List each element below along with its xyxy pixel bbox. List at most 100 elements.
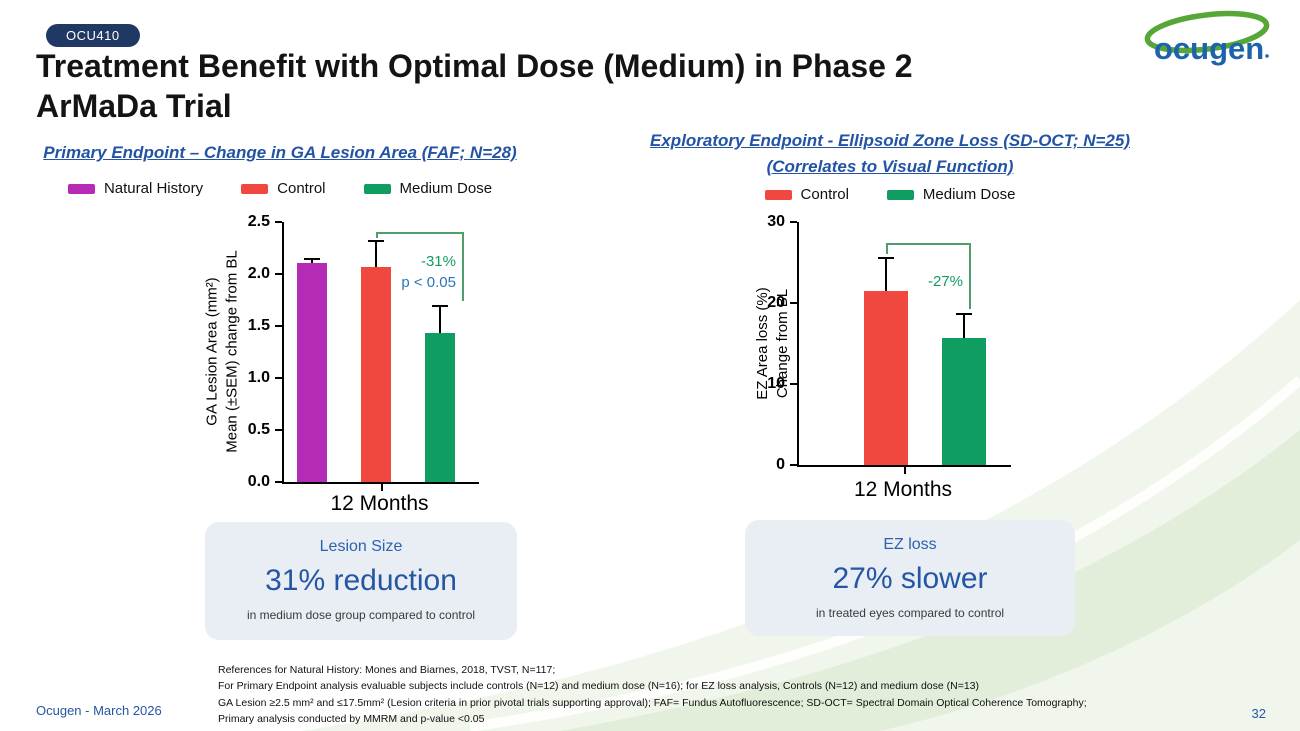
- card-headline: 27% slower: [832, 562, 988, 595]
- card-label: EZ loss: [883, 536, 937, 553]
- slide-title-line1: Treatment Benefit with Optimal Dose (Med…: [36, 48, 913, 84]
- legend-swatch-icon: [764, 189, 792, 200]
- left-panel-heading: Primary Endpoint – Change in GA Lesion A…: [43, 143, 517, 162]
- y-tick-label: 10: [767, 375, 785, 392]
- error-bar-cap: [432, 305, 448, 308]
- logo-swoosh-icon: [1144, 10, 1270, 54]
- left-x-axis-label: 12 Months: [330, 492, 429, 515]
- bar-medium-dose: [425, 333, 455, 482]
- right-panel-heading: Exploratory Endpoint - Ellipsoid Zone Lo…: [650, 128, 1130, 179]
- error-bar-cap: [956, 312, 972, 315]
- y-tick-mark: [790, 221, 797, 223]
- left-y-axis-title: GA Lesion Area (mm²) Mean (±SEM) change f…: [203, 222, 242, 482]
- legend-label: Natural History: [103, 180, 204, 197]
- reference-line: Primary analysis conducted by MMRM and p…: [218, 712, 485, 725]
- comparison-bracket: [886, 243, 969, 246]
- y-tick-mark: [790, 383, 797, 385]
- primary-endpoint-panel: Primary Endpoint – Change in GA Lesion A…: [40, 140, 520, 660]
- y-tick-mark: [275, 377, 282, 379]
- error-bar-cap: [368, 239, 384, 242]
- card-subtext: in treated eyes compared to control: [815, 606, 1005, 620]
- y-tick-label: 2.0: [247, 265, 270, 282]
- bar-natural-history: [297, 262, 327, 482]
- y-tick-label: 0.0: [247, 473, 270, 490]
- logo-trademark-dot: [1265, 54, 1269, 58]
- comparison-bracket-drop: [462, 232, 464, 302]
- logo-wordmark: ocugen: [1154, 31, 1264, 66]
- error-bar: [375, 240, 377, 267]
- legend-swatch-icon: [886, 189, 914, 200]
- annotation-line: -27%: [927, 272, 963, 290]
- legend-item-medium-dose: Medium Dose: [886, 186, 1016, 203]
- bar-medium-dose: [942, 337, 986, 465]
- right-y-axis-title: EZ Area loss (%) Change from BL: [753, 222, 792, 465]
- right-panel-heading-line2: (Correlates to Visual Function): [766, 156, 1014, 176]
- ga-lesion-area-chart: 0.0 0.5 1.0 1.5 2.0 2.5 -31% p < 0.05: [248, 213, 479, 491]
- right-x-axis-label: 12 Months: [853, 478, 953, 501]
- y-tick-mark: [275, 429, 282, 431]
- reference-line: GA Lesion ≥2.5 mm² and ≤17.5mm² (Lesion …: [218, 696, 1087, 709]
- y-tick-label: 0.5: [247, 421, 270, 438]
- legend-swatch-icon: [67, 183, 95, 194]
- legend-label: Control: [277, 180, 326, 197]
- legend-label: Control: [800, 186, 849, 203]
- legend-label: Medium Dose: [399, 180, 493, 197]
- bar-control: [864, 290, 908, 465]
- y-tick-label: 0: [776, 456, 785, 473]
- error-bar-cap: [304, 258, 320, 261]
- comparison-bracket-drop: [886, 243, 888, 254]
- ez-loss-card: EZ loss 27% slower in treated eyes compa…: [745, 520, 1075, 636]
- comparison-bracket: [376, 232, 462, 235]
- y-tick-mark: [275, 481, 282, 483]
- page-number: 32: [1251, 706, 1266, 721]
- legend-item-control: Control: [241, 180, 326, 197]
- y-tick-label: 2.5: [247, 213, 270, 230]
- y-axis-title-line: GA Lesion Area (mm²): [203, 277, 221, 426]
- y-axis-title-line: Change from BL: [773, 288, 791, 399]
- references-block: References for Natural History: Mones an…: [218, 662, 1098, 727]
- legend-item-control: Control: [764, 186, 849, 203]
- lesion-size-card: Lesion Size 31% reduction in medium dose…: [205, 522, 517, 640]
- slide-title: Treatment Benefit with Optimal Dose (Med…: [36, 46, 913, 126]
- reference-line: References for Natural History: Mones an…: [218, 664, 556, 676]
- ez-area-loss-chart: 0 10 20 30 -27%: [767, 213, 1011, 474]
- card-subtext: in medium dose group compared to control: [246, 608, 476, 622]
- y-tick-label: 30: [767, 213, 785, 230]
- bar-control: [361, 266, 391, 482]
- percent-change-label: -31% p < 0.05: [401, 251, 456, 295]
- y-tick-mark: [275, 273, 282, 275]
- y-axis-title-line: Mean (±SEM) change from BL: [223, 250, 240, 453]
- y-tick-mark: [275, 325, 282, 327]
- ocugen-logo: ocugen: [1144, 8, 1274, 75]
- y-tick-mark: [275, 221, 282, 223]
- right-chart-legend: Control Medium Dose: [650, 186, 1130, 203]
- error-bar-cap: [878, 257, 894, 260]
- annotation-line: -31%: [420, 252, 456, 270]
- legend-label: Medium Dose: [922, 186, 1016, 203]
- reference-line: For Primary Endpoint analysis evaluable …: [218, 680, 980, 693]
- card-label: Lesion Size: [319, 538, 403, 555]
- y-tick-label: 1.5: [247, 317, 270, 334]
- y-tick-label: 1.0: [247, 369, 270, 386]
- comparison-bracket-drop: [969, 243, 971, 309]
- legend-item-natural-history: Natural History: [67, 180, 204, 197]
- y-tick-mark: [790, 464, 797, 466]
- right-panel-heading-line1: Exploratory Endpoint - Ellipsoid Zone Lo…: [650, 131, 1130, 150]
- error-bar: [311, 259, 313, 263]
- x-tick-mark: [380, 484, 383, 491]
- percent-change-label: -27%: [928, 271, 963, 293]
- comparison-bracket-drop: [376, 232, 378, 239]
- x-tick-mark: [904, 467, 906, 474]
- y-axis-title-line: EZ Area loss (%): [754, 287, 771, 400]
- slide-title-line2: ArMaDa Trial: [36, 88, 232, 124]
- product-badge: OCU410: [46, 24, 140, 47]
- card-headline: 31% reduction: [265, 564, 457, 597]
- footer-company-date: Ocugen - March 2026: [36, 703, 162, 718]
- error-bar: [963, 313, 965, 338]
- error-bar: [439, 306, 441, 334]
- y-tick-label: 20: [767, 294, 785, 311]
- annotation-line: p < 0.05: [401, 274, 456, 292]
- y-tick-mark: [790, 302, 797, 304]
